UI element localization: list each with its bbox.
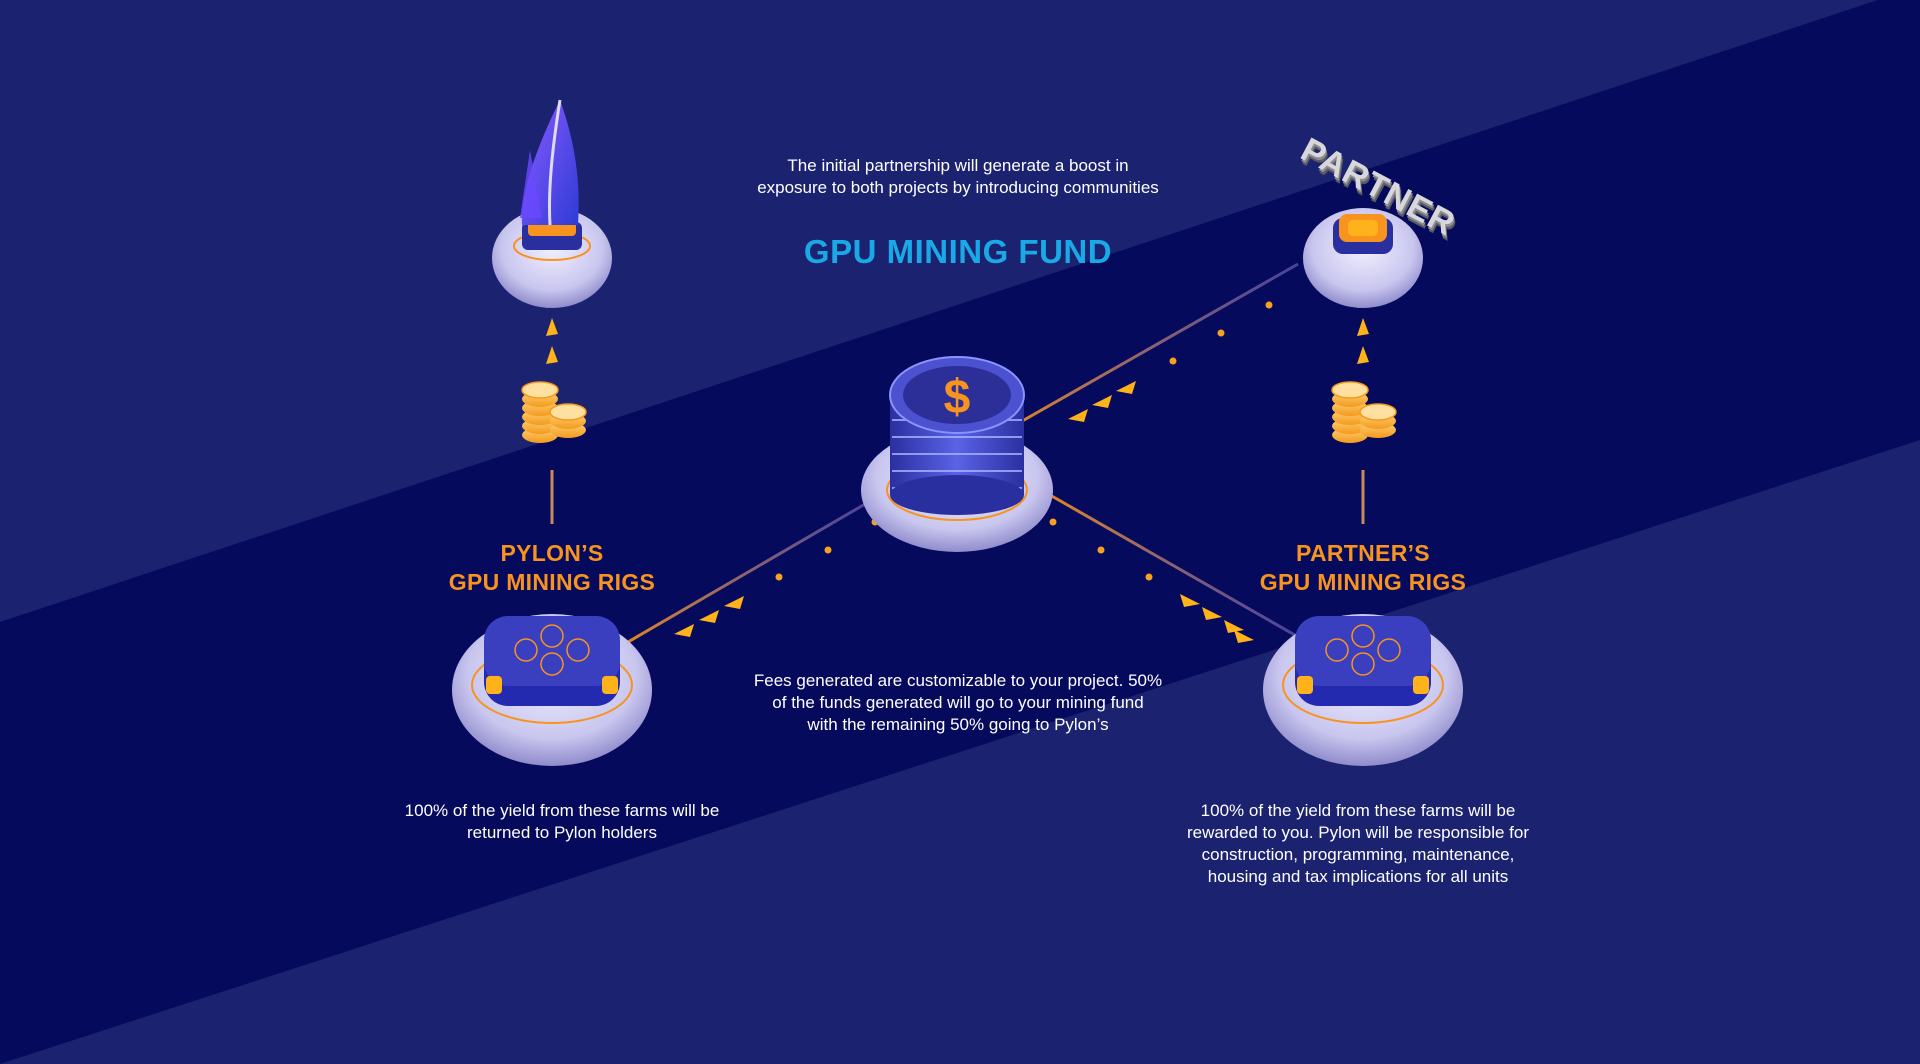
partner-rigs-description: 100% of the yield from these farms will …	[1168, 800, 1548, 888]
fees-line-3: with the remaining 50% going to Pylon’s	[807, 715, 1109, 734]
line-fund-to-partner-rigs	[1049, 493, 1301, 640]
pylon-sail-logo-icon	[492, 99, 612, 308]
svg-text:$: $	[944, 371, 971, 424]
pylon-rigs-label: PYLON’S GPU MINING RIGS	[402, 539, 702, 597]
fees-text: Fees generated are customizable to your …	[706, 670, 1210, 736]
line-partner-to-fund	[1009, 262, 1299, 430]
partner-rigs-desc-line-2: rewarded to you. Pylon will be responsib…	[1186, 823, 1530, 842]
intro-text: The initial partnership will generate a …	[706, 155, 1210, 199]
fees-line-2: of the funds generated will go to your m…	[772, 693, 1144, 712]
intro-line-2: exposure to both projects by introducing…	[757, 178, 1159, 197]
dollar-coin-stack-icon: $	[861, 356, 1053, 552]
gold-coin-stack-icon	[1331, 381, 1397, 443]
partner-rigs-desc-line-3: construction, programming, maintenance,	[1201, 845, 1515, 864]
partner-rigs-label-line-2: GPU MINING RIGS	[1259, 569, 1467, 595]
gpu-mining-rig-icon	[452, 614, 652, 766]
gold-coin-stack-icon	[521, 381, 587, 443]
pylon-rigs-label-line-1: PYLON’S	[500, 540, 604, 566]
partner-rigs-desc-line-4: housing and tax implications for all uni…	[1207, 867, 1509, 886]
gpu-mining-rig-icon	[1263, 614, 1463, 766]
pylon-rigs-desc-line-1: 100% of the yield from these farms will …	[404, 801, 720, 820]
partner-rigs-label: PARTNER’S GPU MINING RIGS	[1213, 539, 1513, 597]
partner-logo-icon	[1303, 208, 1423, 308]
fees-line-1: Fees generated are customizable to your …	[753, 671, 1163, 690]
partner-rigs-desc-line-1: 100% of the yield from these farms will …	[1200, 801, 1516, 820]
partner-rigs-label-line-1: PARTNER’S	[1296, 540, 1430, 566]
pylon-rigs-label-line-2: GPU MINING RIGS	[448, 569, 656, 595]
pylon-rigs-description: 100% of the yield from these farms will …	[377, 800, 747, 844]
flow-dots	[775, 301, 1273, 581]
intro-line-1: The initial partnership will generate a …	[787, 156, 1129, 175]
pylon-rigs-desc-line-2: returned to Pylon holders	[467, 823, 657, 842]
line-fund-to-pylon-rigs	[627, 498, 873, 644]
fund-title: GPU MINING FUND	[803, 233, 1113, 270]
